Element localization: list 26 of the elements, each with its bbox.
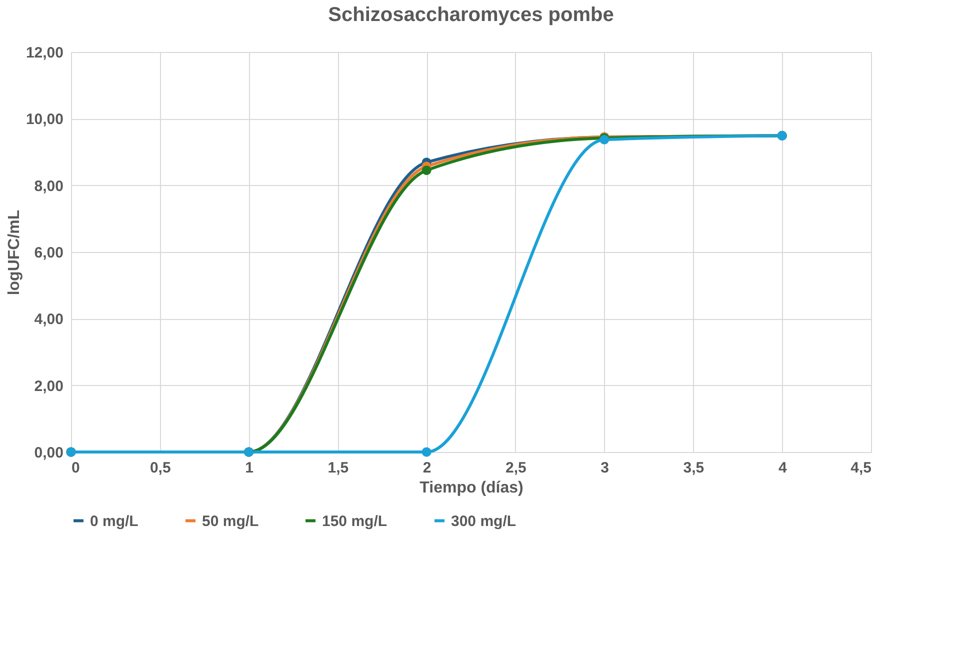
y-tick-label: 6,00: [34, 244, 64, 262]
x-tick-label: 3,5: [683, 460, 704, 476]
point: [422, 166, 432, 176]
x-tick-label: 2,5: [506, 460, 526, 476]
x-tick-label: 3: [600, 460, 610, 476]
x-tick-label: 0: [72, 460, 80, 476]
x-tick-label: 1: [245, 460, 254, 476]
point: [422, 447, 432, 457]
x-tick-label: 4: [778, 460, 788, 476]
x-tick-label: 1,5: [328, 460, 349, 476]
y-tick-label: 4,00: [34, 311, 64, 328]
chart-title: Schizosaccharomyces pombe: [328, 4, 614, 26]
legend-label: 0 mg/L: [90, 512, 138, 530]
y-tick-label: 10,00: [26, 111, 64, 128]
y-axis-title: logUFC/mL: [6, 210, 23, 296]
x-axis-title: Tiempo (días): [420, 480, 524, 496]
legend-label: 50 mg/L: [202, 512, 259, 530]
y-tick-label: 12,00: [26, 44, 64, 62]
x-tick-label: 0,5: [150, 460, 171, 476]
y-tick-label: 8,00: [34, 178, 64, 195]
y-tick-label: 2,00: [34, 378, 64, 395]
legend-label: 150 mg/L: [322, 512, 388, 530]
x-tick-label: 2: [422, 460, 432, 476]
legend-label: 300 mg/L: [451, 512, 516, 530]
x-tick-label: 4,5: [850, 460, 872, 476]
y-tick-label: 0,00: [34, 444, 64, 462]
